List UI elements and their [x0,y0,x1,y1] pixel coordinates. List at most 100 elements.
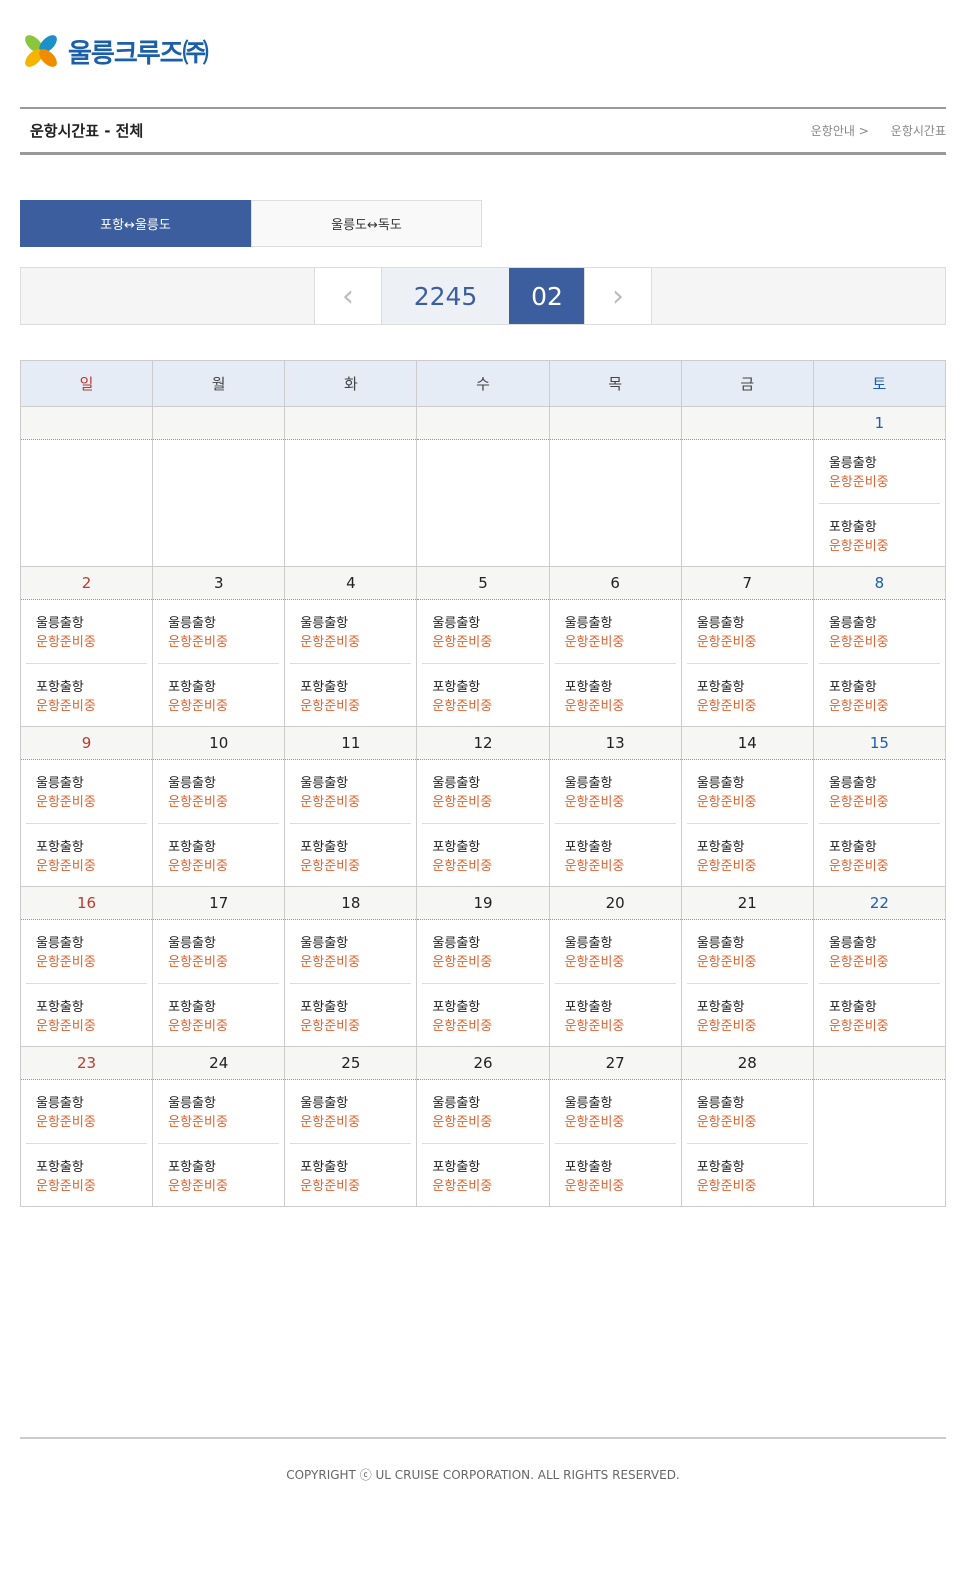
trip-entry[interactable]: 울릉출항 운항준비중 [422,920,543,983]
trip-entry[interactable]: 포항출항 운항준비중 [686,663,808,726]
trip-entry[interactable]: 울릉출항 운항준비중 [422,1080,543,1143]
trip-status: 운항준비중 [696,699,757,714]
trip-entry[interactable]: 울릉출항 운항준비중 [819,600,940,663]
trip-entry[interactable]: 포항출항 운항준비중 [554,823,676,886]
day-cell: 울릉출항 운항준비중 포항출항 운항준비중 [284,1079,418,1207]
trip-entry[interactable]: 포항출항 운항준비중 [686,823,808,886]
trip-entry[interactable]: 포항출항 운항준비중 [818,823,940,886]
trip-entry[interactable]: 포항출항 운항준비중 [422,823,544,886]
prev-month-button[interactable]: ‹ [314,268,382,324]
trip-entry[interactable]: 울릉출항 운항준비중 [158,1080,279,1143]
trip-entry[interactable]: 포항출항 운항준비중 [290,823,412,886]
day-number: 25 [284,1046,418,1080]
trip-entry[interactable]: 울릉출항 운항준비중 [26,920,147,983]
trip-label: 울릉출항 [564,1096,613,1111]
trip-entry[interactable]: 울릉출항 운항준비중 [290,760,411,823]
next-month-button[interactable]: › [584,268,652,324]
trip-entry[interactable]: 울릉출항 운항준비중 [158,760,279,823]
trip-entry[interactable]: 울릉출항 운항준비중 [687,1080,808,1143]
trip-entry[interactable]: 포항출항 운항준비중 [554,983,676,1046]
trip-label: 울릉출항 [564,936,613,951]
trip-entry[interactable]: 포항출항 운항준비중 [422,1143,544,1206]
day-cell: 울릉출항 운항준비중 포항출항 운항준비중 [680,919,814,1047]
trip-entry[interactable]: 울릉출항 운항준비중 [555,1080,676,1143]
trip-status: 운항준비중 [300,635,361,650]
day-cell [416,439,550,567]
trip-label: 포항출항 [168,1160,216,1175]
trip-label: 울릉출항 [300,616,349,631]
trip-entry[interactable]: 포항출항 운항준비중 [158,1143,280,1206]
trip-label: 울릉출항 [564,776,613,791]
day-cell: 울릉출항 운항준비중 포항출항 운항준비중 [416,759,550,887]
trip-entry[interactable]: 울릉출항 운항준비중 [819,760,940,823]
trip-status: 운항준비중 [696,1179,757,1194]
trip-label: 울릉출항 [696,776,745,791]
trip-label: 울릉출항 [36,776,84,791]
trip-entry[interactable]: 울릉출항 운항준비중 [555,600,676,663]
day-number [19,406,154,440]
trip-entry[interactable]: 포항출항 운항준비중 [26,663,148,726]
trip-entry[interactable]: 포항출항 운항준비중 [26,983,148,1046]
trip-label: 포항출항 [168,1000,216,1015]
trip-label: 포항출항 [564,680,613,695]
trip-entry[interactable]: 울릉출항 운항준비중 [687,760,808,823]
trip-entry[interactable]: 울릉출항 운항준비중 [26,760,147,823]
trip-label: 울릉출항 [696,936,745,951]
trip-label: 포항출항 [828,1000,877,1015]
day-cell: 울릉출항 운항준비중 포항출항 운항준비중 [152,1079,286,1207]
trip-entry[interactable]: 포항출항 운항준비중 [818,503,940,566]
trip-entry[interactable]: 울릉출항 운항준비중 [422,600,543,663]
trip-entry[interactable]: 포항출항 운항준비중 [554,1143,676,1206]
trip-entry[interactable]: 포항출항 운항준비중 [818,663,940,726]
trip-entry[interactable]: 포항출항 운항준비중 [422,983,544,1046]
trip-entry[interactable]: 울릉출항 운항준비중 [158,600,279,663]
trip-entry[interactable]: 울릉출항 운항준비중 [422,760,543,823]
trip-entry[interactable]: 울릉출항 운항준비중 [555,920,676,983]
trip-entry[interactable]: 울릉출항 운항준비중 [687,920,808,983]
trip-entry[interactable]: 울릉출항 운항준비중 [26,1080,147,1143]
trip-entry[interactable]: 포항출항 운항준비중 [290,663,412,726]
trip-entry[interactable]: 울릉출항 운항준비중 [158,920,279,983]
trip-entry[interactable]: 울릉출항 운항준비중 [819,920,940,983]
trip-entry[interactable]: 울릉출항 운항준비중 [819,440,940,503]
trip-entry[interactable]: 포항출항 운항준비중 [158,983,280,1046]
trip-label: 울릉출항 [696,616,745,631]
trip-status: 운항준비중 [300,699,361,714]
trip-entry[interactable]: 울릉출항 운항준비중 [555,760,676,823]
trip-entry[interactable]: 울릉출항 운항준비중 [687,600,808,663]
trip-label: 포항출항 [168,840,216,855]
trip-entry[interactable]: 포항출항 운항준비중 [554,663,676,726]
day-number: 23 [19,1046,154,1080]
logo[interactable]: 울릉크루즈㈜ [20,30,209,72]
trip-entry[interactable]: 포항출항 운항준비중 [26,1143,148,1206]
day-number: 20 [548,886,682,920]
breadcrumb-item[interactable]: 운항안내 > [810,124,869,138]
trip-entry[interactable]: 포항출항 운항준비중 [686,983,808,1046]
day-cell: 울릉출항 운항준비중 포항출항 운항준비중 [416,599,550,727]
trip-entry[interactable]: 포항출항 운항준비중 [818,983,940,1046]
trip-entry[interactable]: 포항출항 운항준비중 [422,663,544,726]
trip-entry[interactable]: 포항출항 운항준비중 [158,823,280,886]
trip-entry[interactable]: 포항출항 운항준비중 [290,1143,412,1206]
date-row: 16 17 18 19 20 21 22 [19,886,947,920]
tab-pohang-ulleung[interactable]: 포항↔울릉도 [20,200,251,247]
page-title: 운항시간표 - 전체 [30,122,144,140]
trip-status: 운항준비중 [36,1179,96,1194]
breadcrumb-item[interactable]: 운항시간표 [890,124,946,138]
trip-label: 포항출항 [696,1160,745,1175]
tab-ulleung-dokdo[interactable]: 울릉도↔독도 [251,200,482,247]
trip-status: 운항준비중 [564,1179,625,1194]
trip-entry[interactable]: 울릉출항 운항준비중 [26,600,147,663]
trip-status: 운항준비중 [168,699,228,714]
trip-entry[interactable]: 포항출항 운항준비중 [26,823,148,886]
trip-status: 운항준비중 [300,1019,361,1034]
trip-entry[interactable]: 울릉출항 운항준비중 [290,1080,411,1143]
day-number: 9 [19,726,154,760]
trip-entry[interactable]: 울릉출항 운항준비중 [290,920,411,983]
trip-entry[interactable]: 포항출항 운항준비중 [290,983,412,1046]
trip-entry[interactable]: 포항출항 운항준비중 [158,663,280,726]
day-number: 3 [152,566,286,600]
